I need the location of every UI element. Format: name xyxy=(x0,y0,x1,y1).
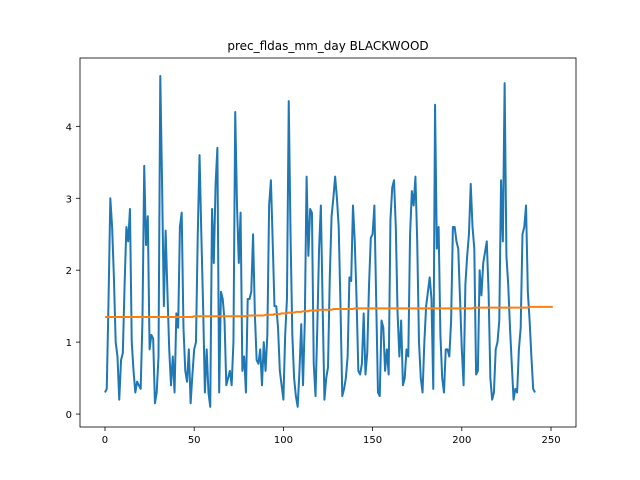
plot-frame xyxy=(79,57,577,428)
y-tick-label: 2 xyxy=(66,266,72,277)
y-tick-label: 4 xyxy=(66,122,72,133)
series-line-1 xyxy=(104,74,536,408)
y-tick-label: 0 xyxy=(66,410,72,421)
x-tick-label: 50 xyxy=(188,435,201,446)
y-tick-label: 1 xyxy=(66,338,72,349)
x-tick-label: 200 xyxy=(452,435,471,446)
axes-layer: 0 50 100 150 200 250 0 1 2 3 4 xyxy=(66,57,577,446)
x-tick-label: 100 xyxy=(274,435,293,446)
chart-title: prec_fldas_mm_day BLACKWOOD xyxy=(227,39,428,53)
x-tick-label: 0 xyxy=(102,435,108,446)
x-tick-label: 250 xyxy=(541,435,560,446)
x-tick-label: 150 xyxy=(363,435,382,446)
y-tick-label: 3 xyxy=(66,194,72,205)
series-layer xyxy=(104,74,553,408)
series-line-2 xyxy=(104,305,553,318)
